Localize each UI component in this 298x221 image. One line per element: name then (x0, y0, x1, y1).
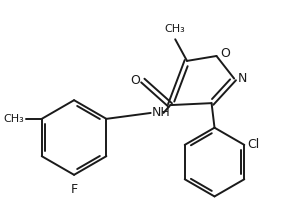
Text: CH₃: CH₃ (165, 24, 186, 34)
Text: Cl: Cl (247, 138, 260, 151)
Text: F: F (71, 183, 77, 196)
Text: CH₃: CH₃ (3, 114, 24, 124)
Text: O: O (221, 47, 230, 59)
Text: O: O (130, 74, 140, 87)
Text: N: N (238, 72, 247, 85)
Text: NH: NH (152, 107, 170, 120)
